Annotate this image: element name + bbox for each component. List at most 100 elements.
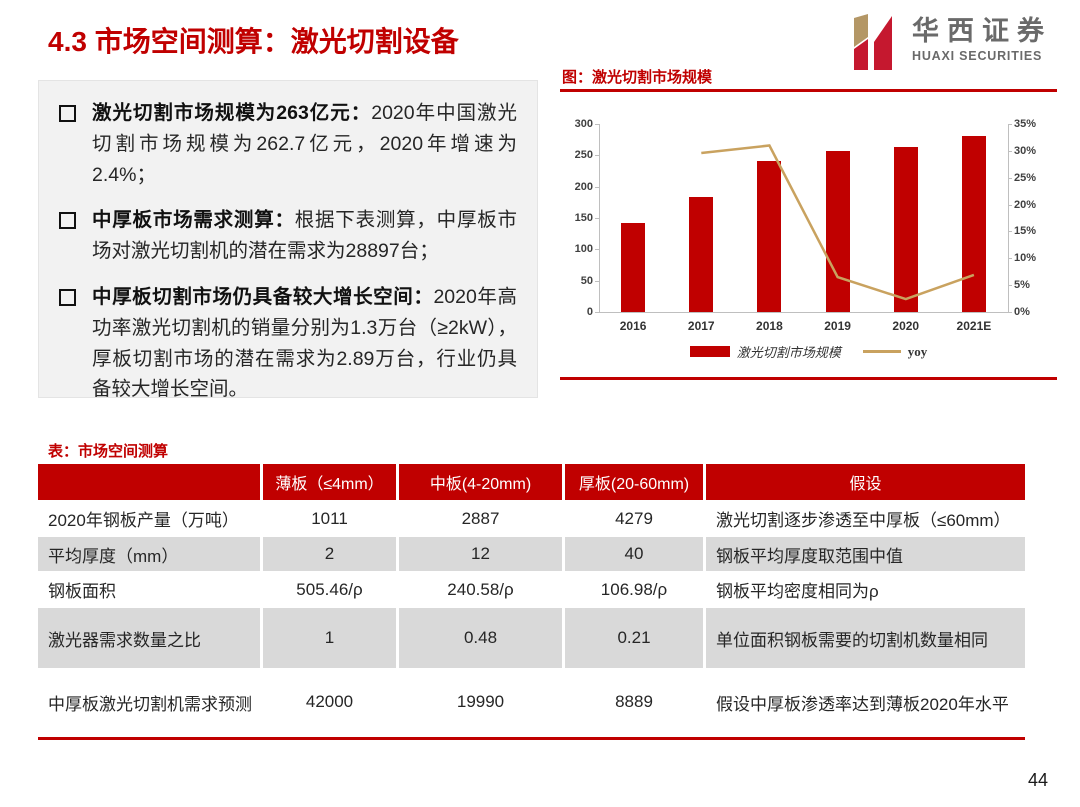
y-axis-right-tick — [1008, 124, 1012, 125]
table-header-row: 薄板（≤4mm） 中板(4-20mm) 厚板(20-60mm) 假设 — [38, 464, 1025, 500]
market-size-bar — [893, 147, 918, 312]
table-cell: 505.46/ρ — [260, 571, 396, 608]
bullet-square-icon — [59, 105, 76, 122]
bullet-text: 中厚板切割市场仍具备较大增长空间：2020年高功率激光切割机的销量分别为1.3万… — [92, 285, 517, 401]
table-cell: 假设中厚板渗透率达到薄板2020年水平 — [703, 668, 1025, 736]
y-axis-left-tick — [595, 218, 599, 219]
chart-title-rule — [560, 89, 1057, 92]
y-axis-right-tick — [1008, 150, 1012, 152]
y-axis-left-tick-label: 150 — [574, 212, 593, 224]
x-axis-category-label: 2019 — [824, 319, 851, 333]
y-axis-right-tick — [1008, 204, 1012, 206]
bullet-lead: 中厚板切割市场仍具备较大增长空间： — [92, 285, 434, 308]
table-cell: 12 — [396, 537, 562, 571]
y-axis-left-tick-label: 100 — [574, 243, 593, 256]
y-axis-left-tick-label: 300 — [574, 118, 593, 130]
market-size-bar — [621, 223, 646, 312]
table-cell: 2 — [260, 537, 396, 571]
table-cell: 激光器需求数量之比 — [38, 608, 260, 668]
bullet-item: 激光切割市场规模为263亿元：2020年中国激光切割市场规模为262.7亿元，2… — [57, 98, 517, 190]
huaxi-logo-icon — [854, 14, 892, 70]
axis-y-right — [1008, 124, 1009, 312]
table-cell: 钢板平均密度相同为ρ — [703, 571, 1025, 608]
table-header-cell: 薄板（≤4mm） — [260, 464, 396, 500]
y-axis-left-tick-label: 0 — [586, 306, 593, 318]
chart-bottom-rule — [560, 377, 1057, 380]
bullet-item: 中厚板切割市场仍具备较大增长空间：2020年高功率激光切割机的销量分别为1.3万… — [57, 282, 517, 405]
y-axis-right-tick-label: 5% — [1014, 279, 1030, 292]
x-axis-category-label: 2017 — [687, 319, 715, 333]
page-number: 44 — [1028, 770, 1049, 790]
table-cell: 激光切割逐步渗透至中厚板（≤60mm） — [703, 500, 1025, 537]
table-cell: 钢板平均厚度取范围中值 — [703, 537, 1025, 571]
table-row: 中厚板激光切割机需求预测 42000 19990 8889 假设中厚板渗透率达到薄板20… — [38, 668, 1025, 736]
market-size-bar — [757, 160, 782, 312]
table-cell: 240.58/ρ — [396, 571, 562, 608]
bullet-lead: 中厚板市场需求测算： — [92, 209, 295, 232]
chart-block: 图：激光切割市场规模 300 250 200 150 100 50 0 35% 30% 25% 20… — [560, 66, 1057, 382]
legend-item: yoy — [862, 344, 927, 360]
table-cell: 8889 — [562, 668, 703, 736]
x-axis-category-label: 2018 — [756, 319, 783, 333]
y-axis-right-tick — [1008, 231, 1012, 233]
x-axis-category-label: 2016 — [619, 319, 647, 333]
bottom-divider — [38, 737, 1025, 740]
y-axis-right-tick-label: 15% — [1014, 225, 1037, 238]
legend-item: 激光切割市场规模 — [689, 342, 841, 361]
table-header-cell: 中板(4-20mm) — [396, 464, 562, 500]
table-cell: 40 — [562, 537, 703, 571]
y-axis-left-tick — [595, 155, 599, 157]
table-row: 2020年钢板产量（万吨） 1011 2887 4279 激光切割逐步渗透至中厚板（≤6… — [38, 500, 1025, 537]
table-cell: 单位面积钢板需要的切割机数量相同 — [703, 608, 1025, 668]
y-axis-right-tick — [1008, 258, 1012, 260]
table-row: 平均厚度（mm） 2 12 40 钢板平均厚度取范围中值 — [38, 537, 1025, 571]
x-axis-category-label: 2021E — [956, 319, 992, 333]
table-cell: 钢板面积 — [38, 571, 260, 608]
y-axis-right-tick — [1008, 285, 1012, 287]
chart-title: 图：激光切割市场规模 — [562, 69, 713, 86]
y-axis-right-tick-label: 10% — [1014, 252, 1037, 265]
y-axis-right-tick-label: 0% — [1014, 306, 1030, 318]
table-cell: 106.98/ρ — [562, 571, 703, 608]
chart-legend: 激光切割市场规模 yoy — [560, 342, 1057, 361]
logo-text: 华西证券 HUAXI SECURITIES — [912, 16, 1052, 63]
bullet-item: 中厚板市场需求测算：根据下表测算，中厚板市场对激光切割机的潜在需求为28897台… — [57, 205, 517, 267]
table-cell: 19990 — [396, 668, 562, 736]
logo-name-en: HUAXI SECURITIES — [912, 48, 1043, 63]
table-header-cell — [38, 464, 260, 500]
y-axis-left-tick-label: 200 — [574, 180, 593, 193]
summary-panel: 激光切割市场规模为263亿元：2020年中国激光切割市场规模为262.7亿元，2… — [38, 80, 538, 400]
table-cell: 0.21 — [562, 608, 703, 668]
logo-name-cn: 华西证券 — [912, 16, 1052, 47]
bullet-lead: 激光切割市场规模为263亿元： — [92, 102, 372, 124]
market-size-bar — [689, 196, 714, 312]
table-title: 表：市场空间测算 — [48, 443, 169, 460]
market-estimate-table: 薄板（≤4mm） 中板(4-20mm) 厚板(20-60mm) 假设 2020年钢板产量… — [38, 464, 1025, 736]
x-axis-category-label: 2020 — [892, 319, 920, 333]
y-axis-left-tick-label: 50 — [580, 274, 593, 287]
legend-label: 激光切割市场规模 — [736, 345, 841, 360]
y-axis-right-tick — [1008, 177, 1012, 179]
y-axis-left-tick — [595, 280, 599, 282]
table-cell: 中厚板激光切割机需求预测 — [38, 668, 260, 736]
market-size-bar — [961, 135, 986, 312]
table-header-cell: 假设 — [703, 464, 1025, 500]
legend-line-swatch-icon — [862, 350, 901, 353]
table-cell: 4279 — [562, 500, 703, 537]
y-axis-right-tick — [1008, 312, 1012, 313]
table-cell: 1 — [260, 608, 396, 668]
y-axis-left-tick-label: 250 — [574, 149, 593, 162]
brand-logo: 华西证券 HUAXI SECURITIES — [846, 10, 1052, 70]
legend-bar-swatch-icon — [689, 346, 730, 357]
y-axis-left-tick — [595, 186, 599, 188]
table-cell: 平均厚度（mm） — [38, 537, 260, 571]
page-title: 4.3 市场空间测算：激光切割设备 — [48, 26, 459, 57]
table-cell: 2020年钢板产量（万吨） — [38, 500, 260, 537]
axis-x — [599, 312, 1009, 313]
table-cell: 0.48 — [396, 608, 562, 668]
market-size-bar — [825, 150, 850, 312]
y-axis-left-tick — [595, 124, 599, 125]
y-axis-right-tick-label: 20% — [1014, 198, 1037, 211]
y-axis-right-tick-label: 35% — [1014, 118, 1037, 130]
